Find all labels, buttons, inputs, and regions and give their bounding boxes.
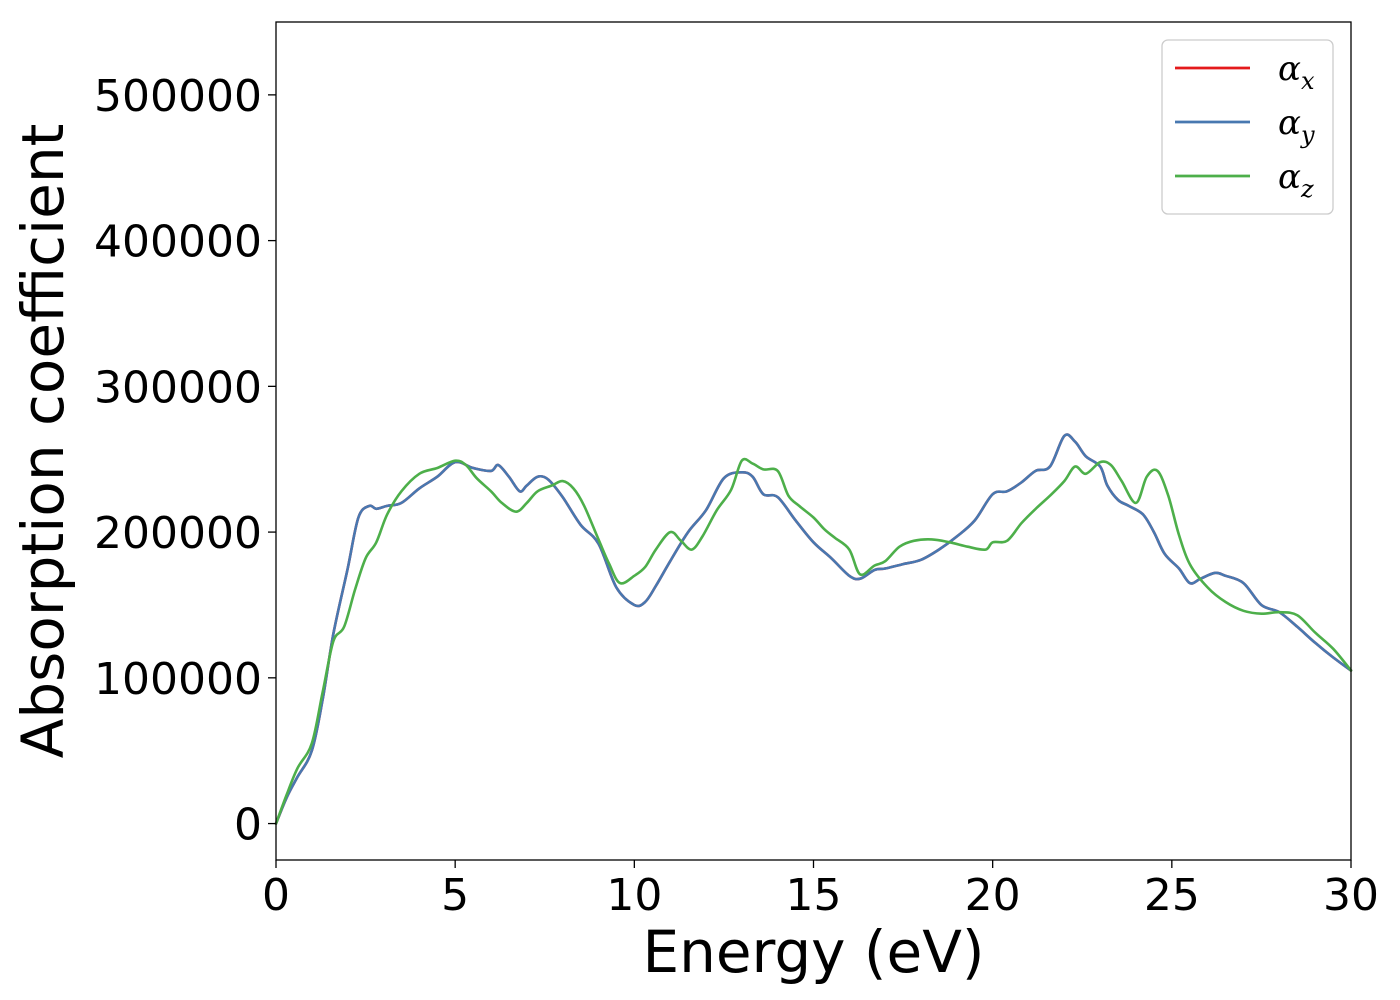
- legend-label-symbol: α: [1278, 103, 1301, 143]
- x-tick-label: 25: [1144, 870, 1200, 921]
- y-tick-label: 500000: [94, 71, 262, 122]
- series-line-y: [274, 433, 1353, 825]
- x-tick-label: 0: [262, 870, 290, 921]
- y-axis-ticks: 0 100000 200000 300000 400000 500000: [94, 71, 276, 851]
- legend-label-z: αz: [1278, 157, 1314, 203]
- legend-label-subscript: z: [1300, 175, 1314, 203]
- y-tick-label: 0: [234, 800, 262, 851]
- legend-label-x: αx: [1278, 49, 1315, 95]
- y-tick-label: 200000: [94, 508, 262, 559]
- y-tick-label: 400000: [94, 217, 262, 268]
- x-tick-label: 15: [786, 870, 842, 921]
- legend-label-subscript: x: [1301, 67, 1315, 95]
- y-axis-title: Absorption coefficient: [9, 124, 77, 759]
- x-tick-label: 30: [1323, 870, 1379, 921]
- series-lines: [274, 433, 1353, 825]
- legend-box: [1161, 39, 1334, 215]
- x-tick-label: 5: [441, 870, 469, 921]
- series-line-z: [274, 457, 1353, 825]
- x-tick-label: 10: [606, 870, 662, 921]
- legend-label-symbol: α: [1278, 49, 1301, 89]
- y-tick-label: 300000: [94, 362, 262, 413]
- x-axis-ticks: 0 5 10 15 20 25 30: [262, 860, 1379, 921]
- y-tick-label: 100000: [94, 654, 262, 705]
- legend-label-subscript: y: [1300, 121, 1315, 149]
- legend-label-y: αy: [1278, 103, 1315, 149]
- x-axis-title: Energy (eV): [642, 918, 984, 986]
- x-tick-label: 20: [965, 870, 1021, 921]
- legend-label-symbol: α: [1278, 157, 1301, 197]
